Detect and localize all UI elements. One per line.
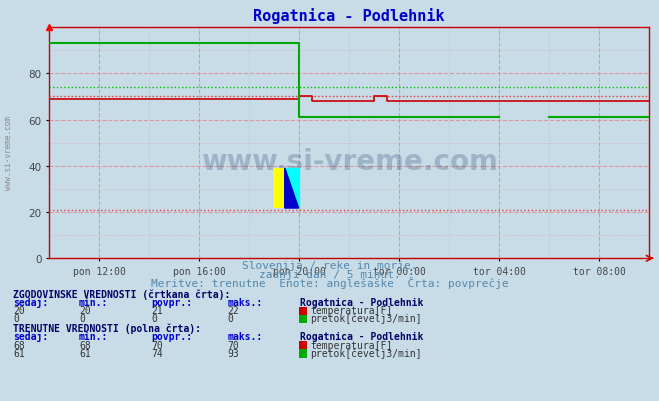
Text: maks.:: maks.: [227, 332, 262, 342]
Text: 0: 0 [13, 314, 19, 324]
Text: 21: 21 [152, 306, 163, 316]
Text: 0: 0 [152, 314, 158, 324]
Text: Meritve: trenutne  Enote: anglešaške  Črta: povprečje: Meritve: trenutne Enote: anglešaške Črta… [151, 276, 508, 288]
Text: min.:: min.: [79, 298, 109, 308]
Polygon shape [285, 168, 299, 209]
Text: 20: 20 [13, 306, 25, 316]
Text: 74: 74 [152, 348, 163, 358]
Text: TRENUTNE VREDNOSTI (polna črta):: TRENUTNE VREDNOSTI (polna črta): [13, 323, 201, 334]
Text: min.:: min.: [79, 332, 109, 342]
Text: www.si-vreme.com: www.si-vreme.com [4, 115, 13, 189]
Text: temperatura[F]: temperatura[F] [310, 340, 393, 350]
Text: povpr.:: povpr.: [152, 298, 192, 308]
Text: maks.:: maks.: [227, 298, 262, 308]
Text: 70: 70 [152, 340, 163, 350]
Text: zadnji dan / 5 minut.: zadnji dan / 5 minut. [258, 269, 401, 279]
Text: pretok[čevelj3/min]: pretok[čevelj3/min] [310, 313, 422, 324]
Text: 70: 70 [227, 340, 239, 350]
Polygon shape [285, 168, 299, 209]
Title: Rogatnica - Podlehnik: Rogatnica - Podlehnik [254, 8, 445, 24]
Text: 61: 61 [13, 348, 25, 358]
Text: sedaj:: sedaj: [13, 331, 48, 342]
Text: 0: 0 [227, 314, 233, 324]
Text: 68: 68 [79, 340, 91, 350]
Text: pretok[čevelj3/min]: pretok[čevelj3/min] [310, 347, 422, 358]
Text: povpr.:: povpr.: [152, 332, 192, 342]
Text: 22: 22 [227, 306, 239, 316]
Text: www.si-vreme.com: www.si-vreme.com [201, 148, 498, 176]
Text: Slovenija / reke in morje.: Slovenija / reke in morje. [242, 261, 417, 271]
Text: 93: 93 [227, 348, 239, 358]
Text: 68: 68 [13, 340, 25, 350]
Text: ZGODOVINSKE VREDNOSTI (črtkana črta):: ZGODOVINSKE VREDNOSTI (črtkana črta): [13, 289, 231, 300]
Text: sedaj:: sedaj: [13, 297, 48, 308]
Text: 61: 61 [79, 348, 91, 358]
Text: 20: 20 [79, 306, 91, 316]
Text: temperatura[F]: temperatura[F] [310, 306, 393, 316]
Text: Rogatnica - Podlehnik: Rogatnica - Podlehnik [300, 298, 423, 308]
Text: Rogatnica - Podlehnik: Rogatnica - Podlehnik [300, 332, 423, 342]
Text: 0: 0 [79, 314, 85, 324]
